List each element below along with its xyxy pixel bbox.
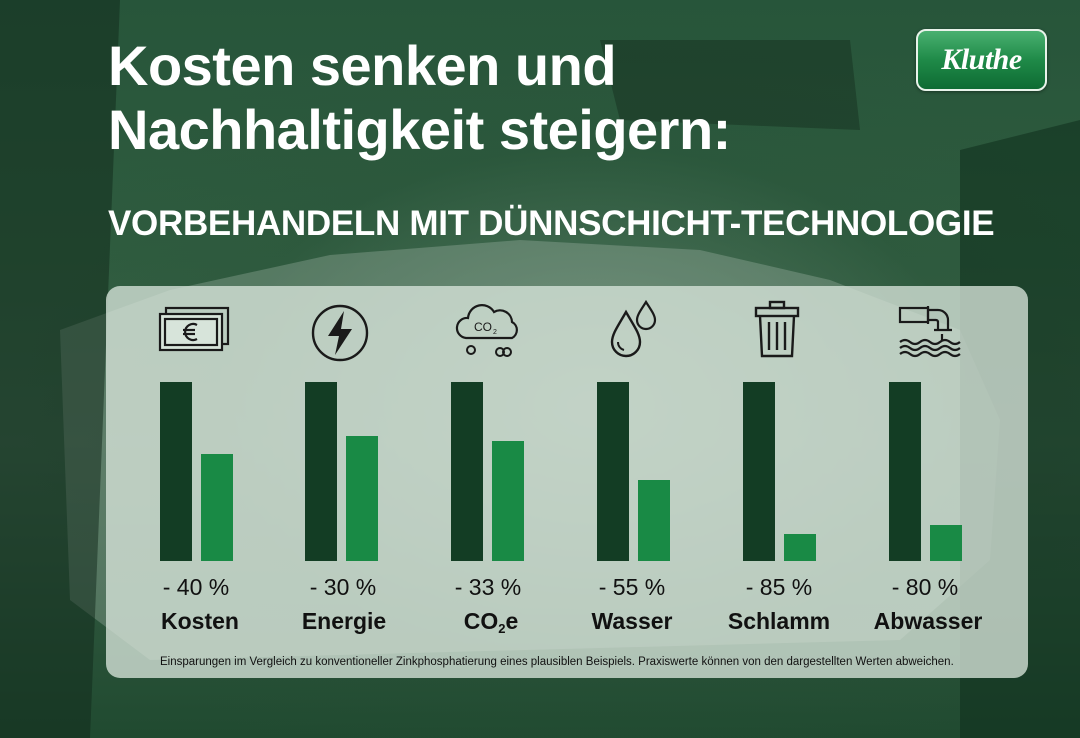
- category-abwasser: Abwasser: [873, 608, 983, 634]
- bar-thin-layer-kosten: [201, 453, 233, 561]
- reduction-energie: - 30 %: [309, 574, 377, 600]
- category-kosten: Kosten: [161, 608, 239, 634]
- energy-icon: [311, 304, 369, 362]
- title-line-2: Nachhaltigkeit steigern:: [108, 98, 731, 161]
- bar-thin-layer-energie: [346, 435, 378, 561]
- svg-text:CO: CO: [474, 320, 492, 334]
- bar-conventional-co2e: [451, 382, 483, 561]
- reduction-kosten: - 40 %: [162, 574, 230, 600]
- bar-conventional-schlamm: [743, 382, 775, 561]
- reduction-abwasser: - 80 %: [891, 574, 959, 600]
- bar-thin-layer-schlamm: [784, 534, 816, 561]
- wastewater-pipe-icon: [898, 306, 961, 358]
- bar-thin-layer-co2e: [492, 441, 524, 561]
- page-title: Kosten senken und Nachhaltigkeit steiger…: [108, 34, 828, 162]
- svg-text:2: 2: [493, 329, 497, 336]
- reduction-co2e: - 33 %: [454, 574, 522, 600]
- logo-text: Kluthe: [941, 43, 1022, 76]
- bar-conventional-abwasser: [889, 382, 921, 561]
- bar-thin-layer-wasser: [638, 480, 670, 561]
- category-co2e: CO2e: [463, 608, 519, 636]
- category-schlamm: Schlamm: [727, 608, 831, 634]
- bar-conventional-wasser: [597, 382, 629, 561]
- chart-panel: [106, 286, 1028, 678]
- category-energie: Energie: [301, 608, 387, 634]
- footnote: Einsparungen im Vergleich zu konventione…: [160, 656, 954, 668]
- title-line-1: Kosten senken und: [108, 34, 617, 97]
- trash-can-icon: [754, 300, 800, 358]
- category-wasser: Wasser: [591, 608, 673, 634]
- page-subtitle: VORBEHANDELN MIT DÜNNSCHICHT-TECHNOLOGIE: [108, 204, 995, 243]
- reduction-wasser: - 55 %: [598, 574, 666, 600]
- bar-conventional-energie: [305, 382, 337, 561]
- water-drops-icon: [610, 299, 657, 358]
- bar-conventional-kosten: [160, 382, 192, 561]
- co2-cloud-icon: CO 2: [455, 304, 518, 357]
- money-icon: [158, 306, 230, 352]
- bar-thin-layer-abwasser: [930, 525, 962, 561]
- reduction-schlamm: - 85 %: [745, 574, 813, 600]
- kluthe-logo: Kluthe: [916, 29, 1047, 91]
